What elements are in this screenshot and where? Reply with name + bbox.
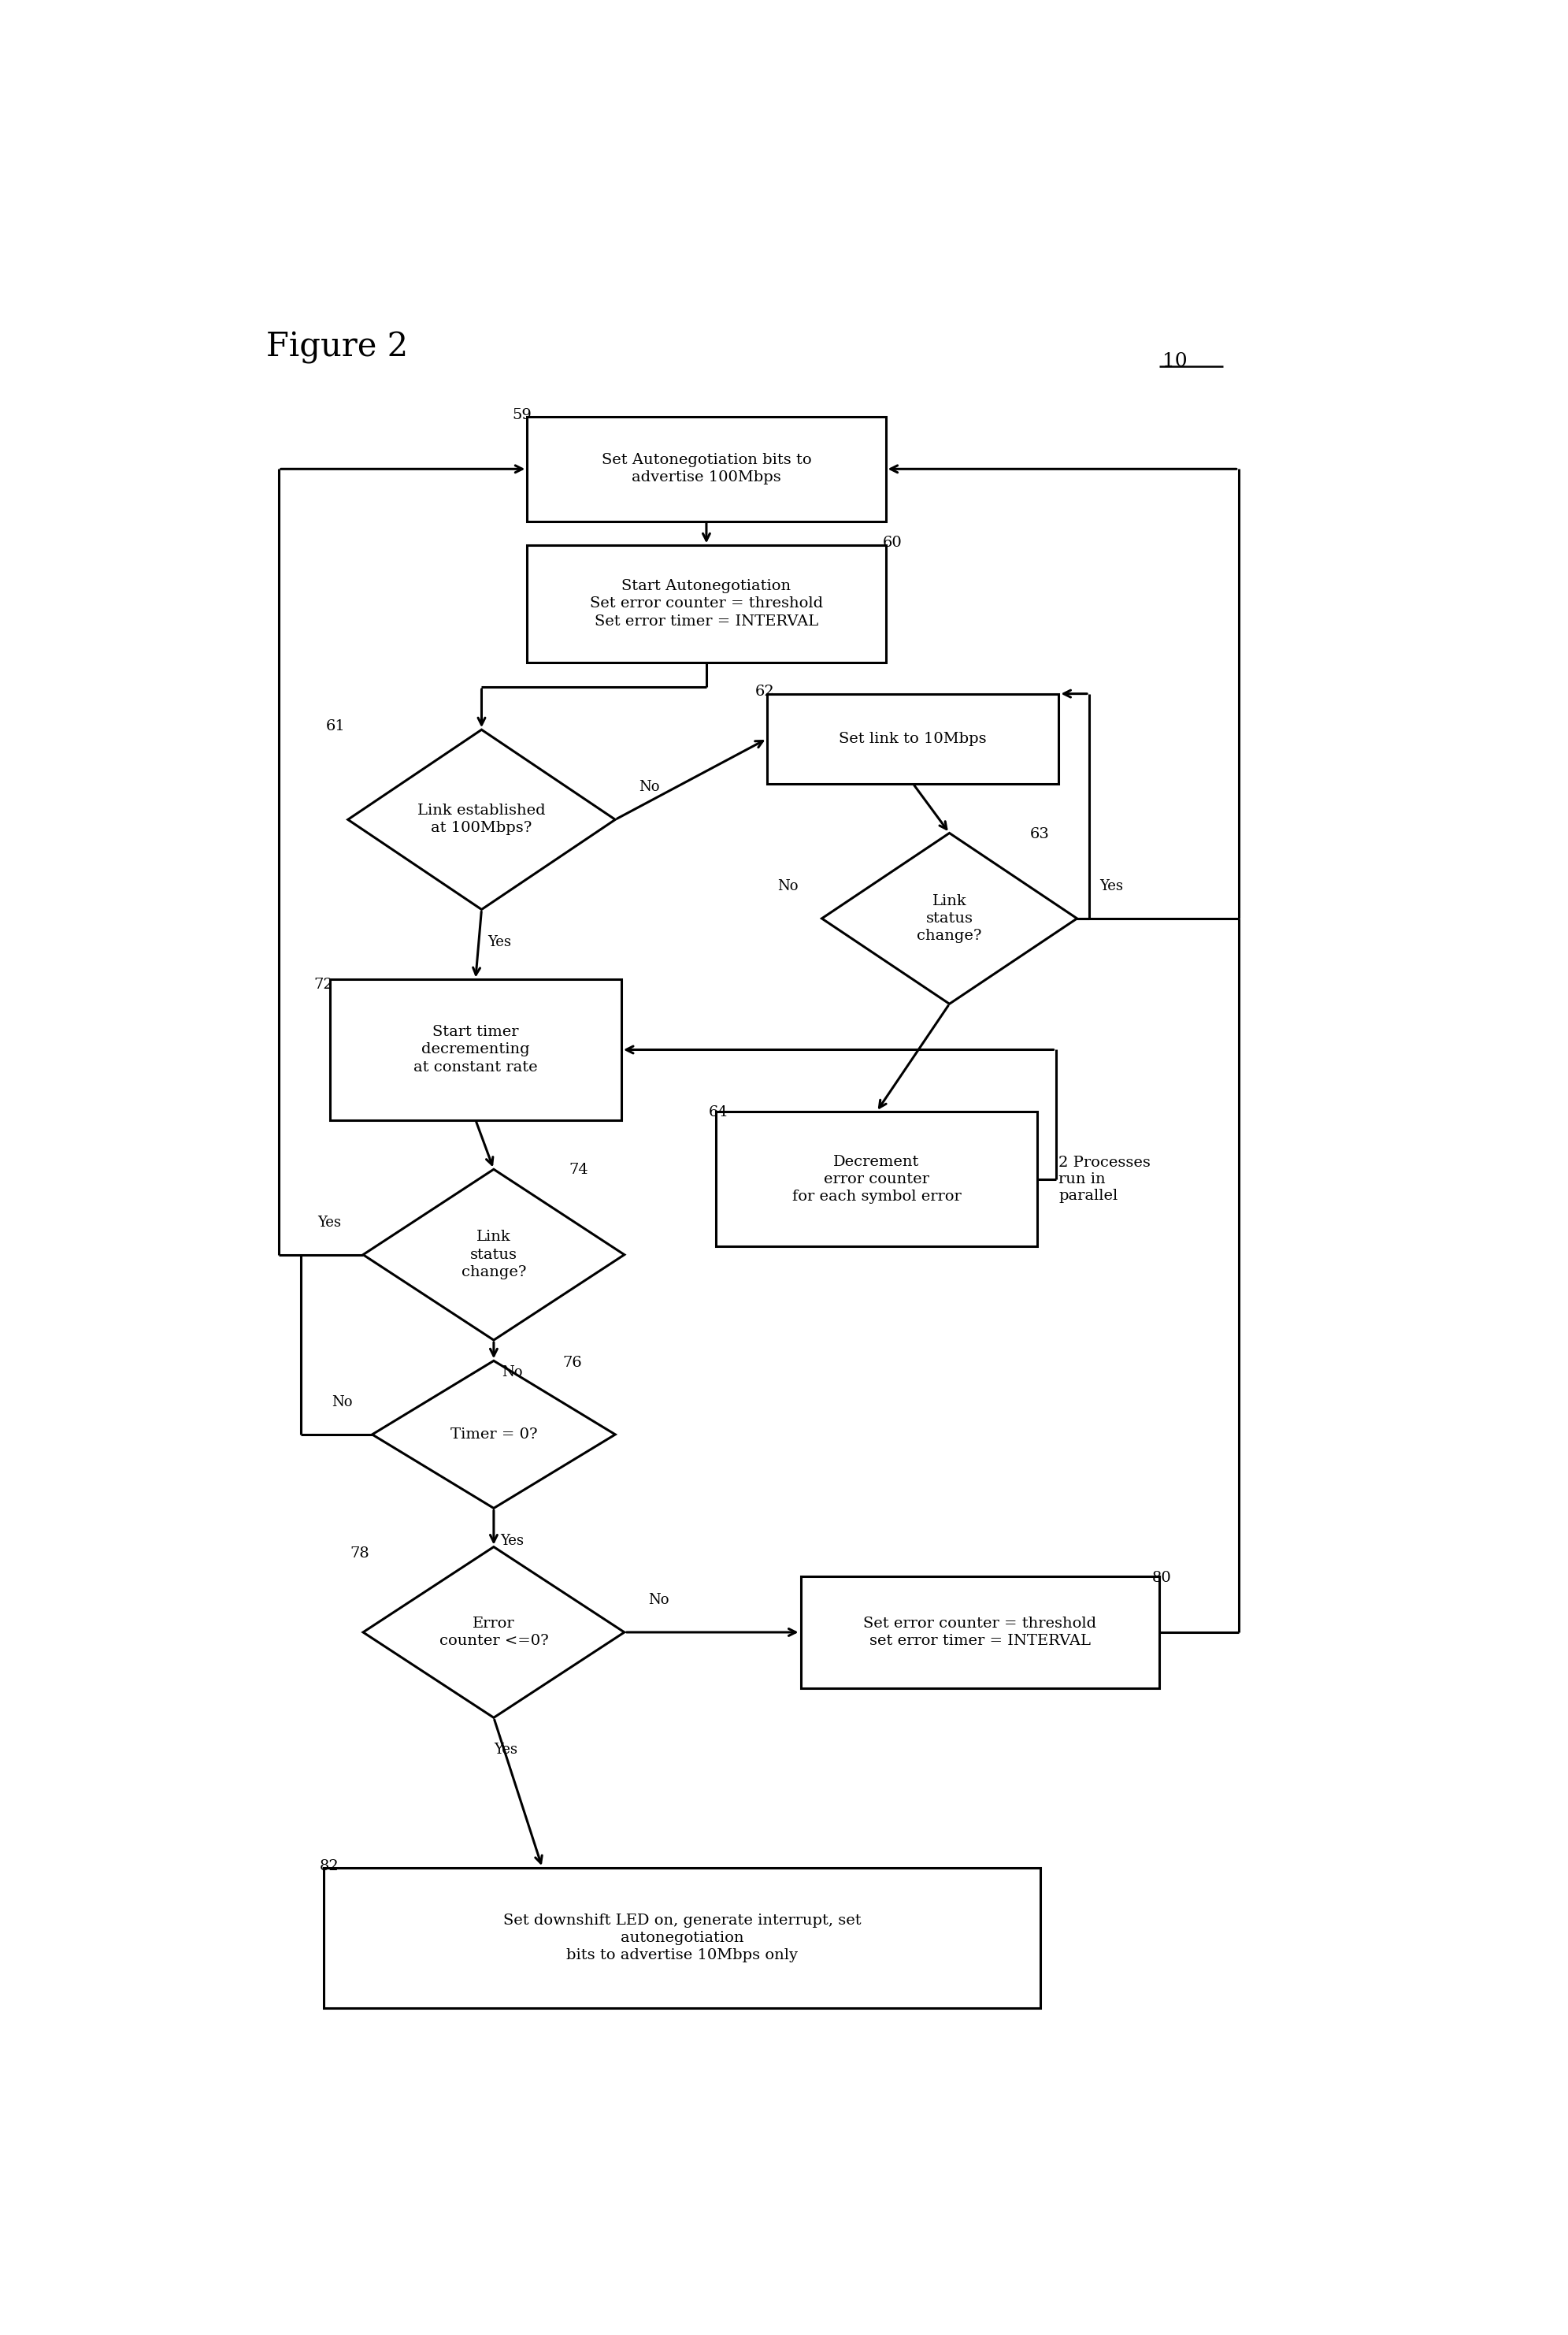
FancyBboxPatch shape [801,1576,1159,1688]
Text: 78: 78 [350,1546,370,1560]
FancyBboxPatch shape [715,1111,1038,1247]
Text: 72: 72 [314,978,334,992]
Text: 61: 61 [326,719,345,733]
Text: 82: 82 [320,1859,339,1873]
Text: Set downshift LED on, generate interrupt, set
autonegotiation
bits to advertise : Set downshift LED on, generate interrupt… [503,1912,861,1961]
Text: 64: 64 [709,1104,728,1121]
Text: 76: 76 [563,1357,582,1371]
Text: 80: 80 [1152,1571,1171,1585]
Text: No: No [648,1592,670,1606]
Text: Yes: Yes [488,934,511,948]
Text: Yes: Yes [500,1534,524,1548]
Text: Link established
at 100Mbps?: Link established at 100Mbps? [417,803,546,836]
Text: Decrement
error counter
for each symbol error: Decrement error counter for each symbol … [792,1153,961,1205]
Text: 74: 74 [569,1163,588,1177]
Text: No: No [331,1394,353,1410]
Text: 62: 62 [754,684,775,698]
Polygon shape [364,1170,624,1340]
Text: 60: 60 [883,535,902,549]
Text: 2 Processes
run in
parallel: 2 Processes run in parallel [1058,1156,1151,1203]
Text: 10: 10 [1162,353,1187,371]
Text: Set error counter = threshold
set error timer = INTERVAL: Set error counter = threshold set error … [864,1616,1096,1649]
FancyBboxPatch shape [329,981,621,1121]
Text: No: No [638,780,660,794]
FancyBboxPatch shape [323,1868,1041,2008]
FancyBboxPatch shape [527,546,886,663]
FancyBboxPatch shape [527,418,886,521]
Text: Yes: Yes [494,1742,517,1758]
Polygon shape [822,834,1077,1004]
Text: Set link to 10Mbps: Set link to 10Mbps [839,731,986,745]
Text: Set Autonegotiation bits to
advertise 100Mbps: Set Autonegotiation bits to advertise 10… [602,453,811,486]
Text: Link
status
change?: Link status change? [461,1231,527,1280]
Text: Figure 2: Figure 2 [267,332,408,364]
Text: Start Autonegotiation
Set error counter = threshold
Set error timer = INTERVAL: Start Autonegotiation Set error counter … [590,579,823,628]
Text: Error
counter <=0?: Error counter <=0? [439,1616,549,1649]
Text: Start timer
decrementing
at constant rate: Start timer decrementing at constant rat… [414,1025,538,1074]
Polygon shape [372,1361,615,1508]
Text: No: No [778,878,798,894]
Polygon shape [348,729,615,911]
Text: 59: 59 [511,409,532,423]
Text: 63: 63 [1030,827,1049,841]
Text: No: No [502,1366,522,1380]
Text: Yes: Yes [317,1214,340,1231]
Text: Yes: Yes [1099,878,1123,894]
Polygon shape [364,1546,624,1719]
FancyBboxPatch shape [767,693,1058,785]
Text: Timer = 0?: Timer = 0? [450,1427,538,1441]
Text: Link
status
change?: Link status change? [917,894,982,943]
